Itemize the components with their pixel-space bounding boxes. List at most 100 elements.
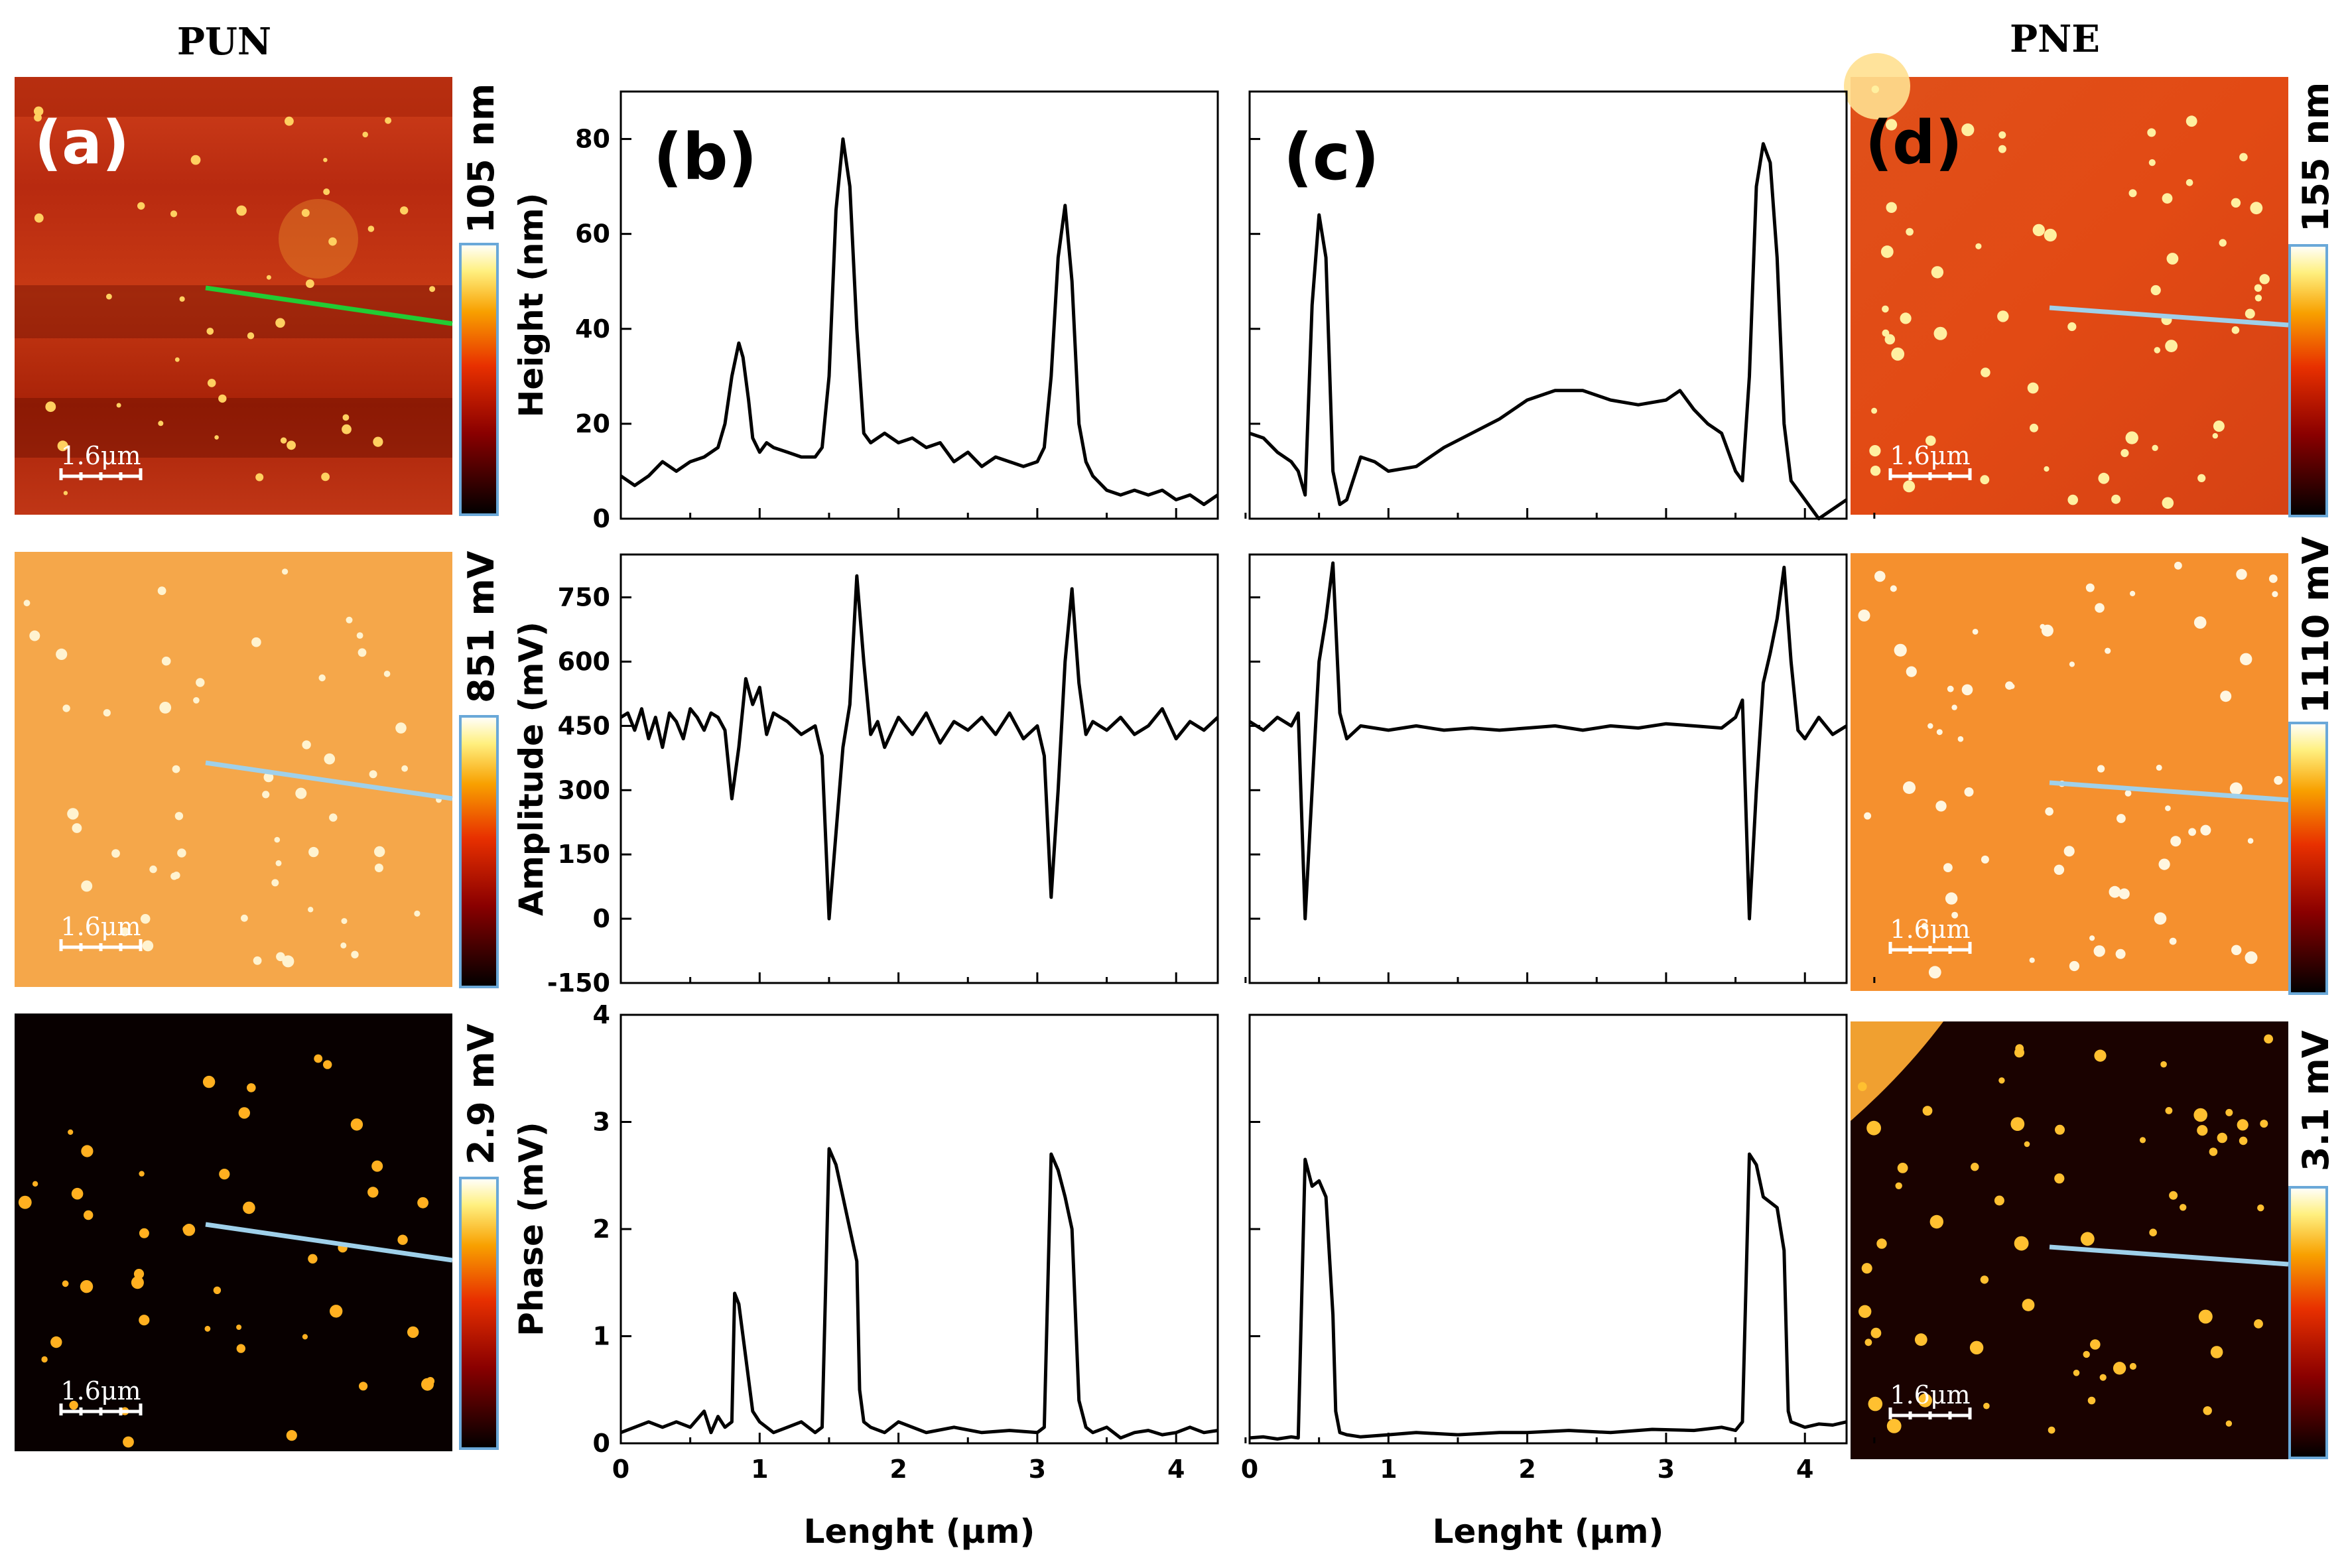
particle xyxy=(1906,228,1914,236)
particle xyxy=(301,209,310,217)
y-tick-label: 600 xyxy=(558,647,610,677)
particle xyxy=(1951,911,1959,919)
scale-bar-a1: 1.6μm xyxy=(59,441,143,480)
particle xyxy=(2193,1108,2207,1122)
particle xyxy=(81,1145,94,1157)
pun-amplitude-image xyxy=(15,552,452,987)
particle xyxy=(321,472,330,482)
y-tick-label: 0 xyxy=(593,1429,610,1458)
y-axis-label: Height (nm) xyxy=(512,193,551,418)
x-tick-label: 3 xyxy=(1658,1455,1675,1484)
particle xyxy=(2044,228,2057,242)
particle xyxy=(2054,864,2065,876)
particle xyxy=(2024,1141,2030,1147)
particle xyxy=(1929,1214,1943,1229)
particle xyxy=(1981,855,1989,864)
particle xyxy=(302,1334,308,1340)
colorbar-label-phase-d: 3.1 mV xyxy=(2295,1030,2337,1171)
particle xyxy=(329,813,338,822)
x-tick-label: 4 xyxy=(1796,1455,1813,1484)
x-tick-label: 2 xyxy=(889,1455,907,1484)
particle xyxy=(236,1344,245,1353)
particle xyxy=(111,849,120,858)
particle xyxy=(2169,1191,2178,1200)
particle xyxy=(1998,1077,2005,1084)
particle xyxy=(1925,435,1936,446)
particle xyxy=(238,1107,250,1119)
particle xyxy=(2229,782,2243,795)
particle xyxy=(285,116,294,126)
particle xyxy=(80,1280,94,1293)
particle xyxy=(2169,937,2177,945)
colorbar-amplitude-a xyxy=(459,715,499,988)
particle xyxy=(1895,1182,1902,1190)
particle xyxy=(346,616,353,623)
particle xyxy=(1886,202,1897,213)
particle xyxy=(1918,1393,1932,1407)
particle xyxy=(34,106,44,116)
chart-panel-6: 0 1 2 3 4 Lenght (μm) xyxy=(1241,1013,1876,1551)
colorbar-label-height-d: 155 nm xyxy=(2295,82,2337,232)
particle xyxy=(2129,1362,2136,1370)
particle xyxy=(401,765,408,772)
particle xyxy=(1983,1402,1990,1409)
particle xyxy=(263,772,274,783)
colorbar-label-phase-a: 2.9 mV xyxy=(460,1023,502,1165)
particle xyxy=(62,1280,69,1287)
particle xyxy=(1886,1419,1902,1433)
particle xyxy=(120,927,129,937)
colorbar-phase-d xyxy=(2288,1186,2328,1459)
particle xyxy=(1971,1163,1979,1171)
particle xyxy=(193,697,200,704)
particle xyxy=(140,914,151,924)
particle xyxy=(2124,790,2132,797)
particle xyxy=(371,1160,383,1172)
particle xyxy=(2156,764,2162,771)
particle xyxy=(2247,838,2254,844)
particle xyxy=(282,568,289,575)
plot-frame xyxy=(1248,553,1848,984)
particle xyxy=(2130,590,2136,597)
y-tick-label: 1 xyxy=(593,1322,610,1351)
plot-frame xyxy=(620,553,1219,984)
particle xyxy=(2162,193,2173,204)
particle xyxy=(323,158,328,163)
particle xyxy=(236,205,247,216)
y-tick-label: 4 xyxy=(593,1000,610,1029)
particle xyxy=(1943,863,1953,872)
particle xyxy=(206,328,214,335)
series-line xyxy=(620,1147,1218,1440)
particle xyxy=(2236,568,2247,580)
particle xyxy=(2032,224,2045,237)
particle xyxy=(50,1336,62,1348)
particle xyxy=(255,473,264,482)
particle xyxy=(395,722,407,734)
y-axis-label: Phase (mV) xyxy=(512,1122,551,1337)
plot-frame xyxy=(1248,1013,1848,1445)
particle xyxy=(2237,1119,2249,1131)
particle xyxy=(1927,723,1933,729)
scale-bar-label: 1.6μm xyxy=(60,912,141,941)
particle xyxy=(2188,828,2197,836)
particle xyxy=(2111,494,2121,504)
particle xyxy=(1906,666,1917,677)
particle xyxy=(397,1234,408,1245)
panel-label-d: (d) xyxy=(1865,108,1963,178)
particle xyxy=(2257,1204,2264,1212)
particle xyxy=(2225,1108,2233,1116)
series-line xyxy=(1249,142,1848,521)
particle xyxy=(1933,326,1947,340)
particle xyxy=(2073,1370,2080,1376)
plot-frame xyxy=(620,1013,1219,1445)
particle xyxy=(139,1171,145,1177)
particle xyxy=(2120,449,2129,458)
profile-line-phase-a xyxy=(205,1222,453,1263)
particle xyxy=(2254,1319,2263,1329)
colorbar-label-amplitude-d: 1110 mV xyxy=(2295,537,2337,714)
particle xyxy=(2268,574,2278,583)
particle xyxy=(2259,274,2270,285)
particle xyxy=(351,950,359,958)
colorbar-label-amplitude-a: 851 mV xyxy=(460,551,502,703)
particle xyxy=(247,332,255,340)
y-tick-label: 3 xyxy=(593,1108,610,1137)
